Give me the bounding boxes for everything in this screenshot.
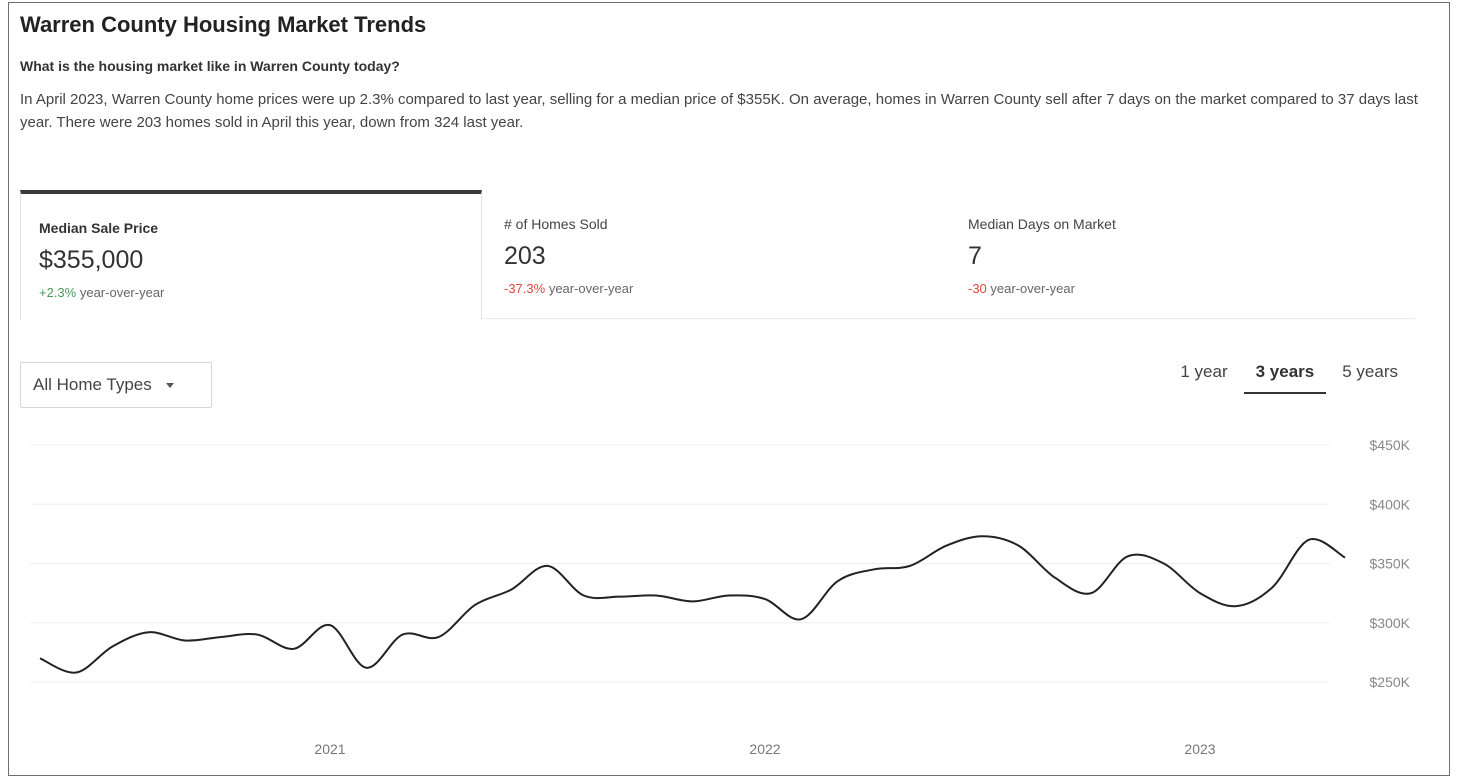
change-suffix: year-over-year (545, 281, 634, 296)
tab-value: 7 (968, 242, 982, 270)
change-value: -37.3% (504, 281, 546, 296)
caret-down-icon (165, 382, 174, 388)
time-range-selector: 1 year 3 years 5 years (1164, 362, 1410, 394)
tabs-divider (482, 318, 1415, 319)
range-5-years[interactable]: 5 years (1342, 362, 1398, 381)
change-value: +2.3% (39, 285, 77, 300)
tab-label: Median Days on Market (968, 216, 1116, 232)
change-suffix: year-over-year (986, 281, 1075, 296)
x-tick-label: 2021 (314, 741, 345, 757)
range-1-year[interactable]: 1 year (1180, 362, 1228, 381)
tab-change: -30 year-over-year (968, 281, 1392, 296)
home-type-dropdown[interactable]: All Home Types (20, 362, 212, 408)
range-3-years[interactable]: 3 years (1243, 362, 1327, 394)
housing-trends-card (8, 2, 1450, 776)
median-price-line-chart: $250K $300K $350K $400K $450K 2021 2022 2023 (30, 437, 1411, 757)
tab-label: Median Sale Price (39, 220, 159, 236)
median-price-line (39, 535, 1346, 674)
y-tick-label: $250K (1370, 674, 1411, 690)
page-title: Warren County Housing Market Trends (20, 12, 427, 37)
tab-value: 203 (504, 242, 546, 270)
y-tick-label: $450K (1370, 437, 1411, 453)
tab-homes-sold[interactable]: # of Homes Sold 203 -37.3% year-over-yea… (486, 190, 946, 320)
tab-median-sale-price[interactable]: Median Sale Price $355,000 +2.3% year-ov… (20, 190, 482, 320)
tab-change: -37.3% year-over-year (504, 281, 928, 296)
x-tick-label: 2022 (749, 741, 780, 757)
y-tick-label: $400K (1370, 496, 1411, 512)
y-tick-label: $350K (1370, 556, 1411, 572)
tab-label: # of Homes Sold (504, 216, 608, 232)
page-subtitle: What is the housing market like in Warre… (20, 58, 400, 74)
y-tick-label: $300K (1370, 615, 1411, 631)
change-suffix: year-over-year (76, 285, 165, 300)
tab-median-days-on-market[interactable]: Median Days on Market 7 -30 year-over-ye… (950, 190, 1410, 320)
change-value: -30 (968, 281, 987, 296)
tab-change: +2.3% year-over-year (39, 285, 463, 300)
tab-value: $355,000 (39, 246, 144, 274)
market-summary: In April 2023, Warren County home prices… (20, 91, 1418, 132)
home-type-value: All Home Types (33, 375, 152, 394)
x-tick-label: 2023 (1184, 741, 1215, 757)
metric-tabs: Median Sale Price $355,000 +2.3% year-ov… (20, 190, 1415, 322)
